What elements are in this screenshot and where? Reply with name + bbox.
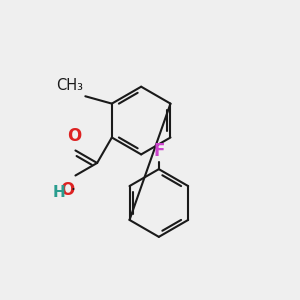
Text: F: F — [153, 142, 164, 160]
Text: O: O — [60, 181, 74, 199]
Text: ·: · — [70, 183, 75, 198]
Text: CH₃: CH₃ — [56, 78, 83, 93]
Text: O: O — [67, 127, 81, 145]
Text: H: H — [52, 185, 65, 200]
